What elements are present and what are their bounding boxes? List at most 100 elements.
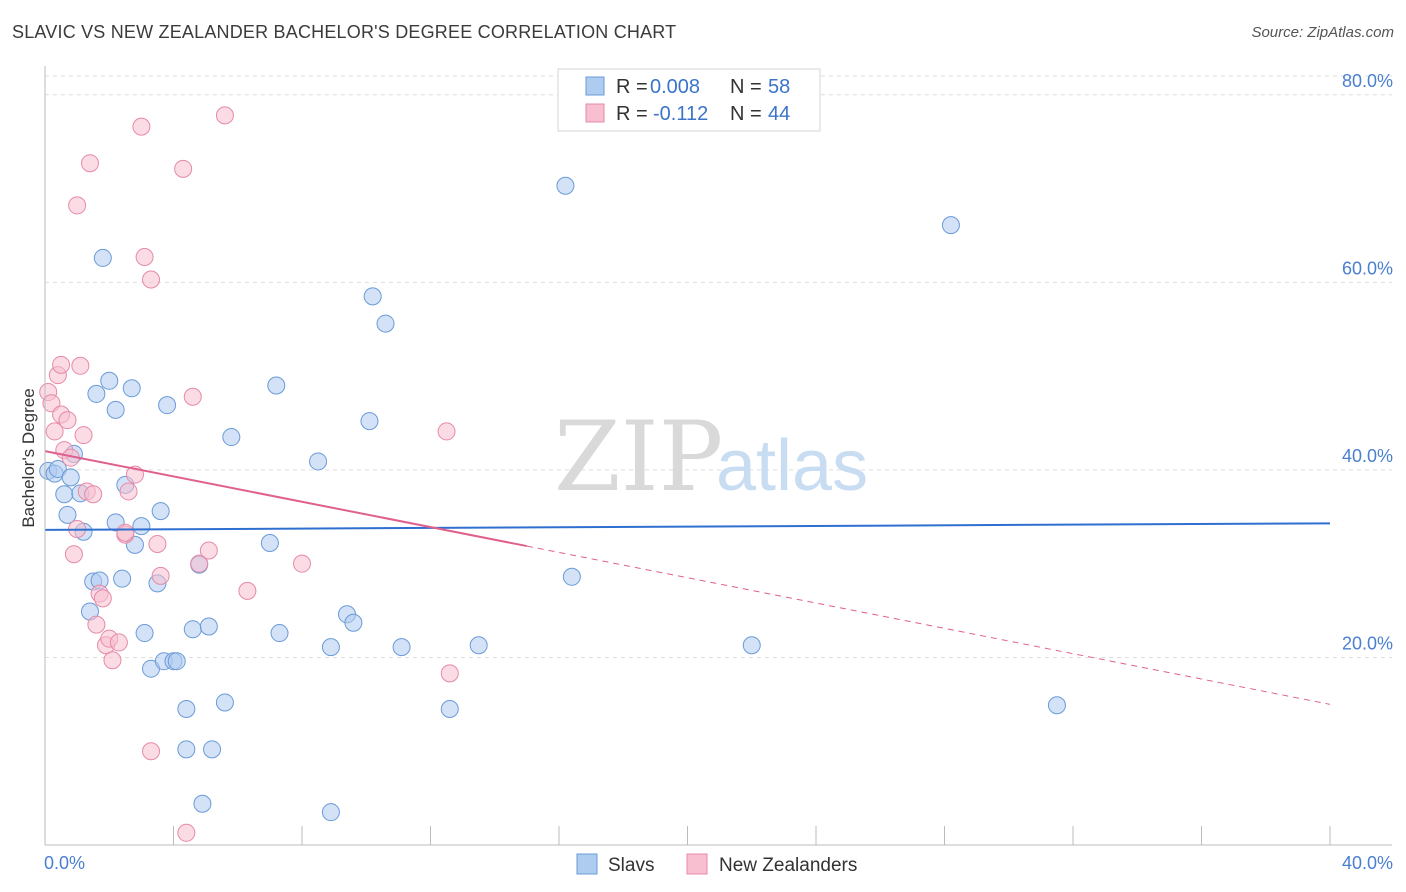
point-slavs	[360, 412, 379, 431]
watermark: ZIP atlas	[554, 401, 868, 513]
point-slavs	[87, 384, 106, 403]
point-slavs	[61, 468, 80, 487]
point-nz	[293, 554, 311, 573]
point-nz	[119, 482, 138, 501]
point-slavs	[113, 569, 132, 588]
chart-title: SLAVIC VS NEW ZEALANDER BACHELOR'S DEGRE…	[12, 22, 677, 42]
point-nz	[64, 545, 83, 564]
point-nz	[142, 742, 161, 761]
point-slavs	[177, 700, 196, 719]
legend-n-value-slavs: 58	[768, 76, 790, 98]
legend-swatch-slavs	[585, 76, 605, 96]
x-tick-label: 40.0%	[1342, 853, 1393, 873]
point-nz	[215, 106, 234, 125]
point-slavs	[562, 567, 581, 586]
trend-line-extension-nz	[526, 545, 1331, 705]
point-slavs	[48, 459, 67, 478]
point-slavs	[106, 400, 125, 419]
point-nz	[238, 581, 257, 600]
y-tick-label: 80.0%	[1342, 71, 1393, 91]
point-nz	[174, 159, 193, 178]
point-slavs	[941, 216, 960, 235]
legend-r-value-nz: -0.112	[653, 103, 708, 125]
point-slavs	[267, 376, 286, 395]
bottom-legend-nz: New Zealanders	[719, 855, 857, 876]
point-nz	[151, 566, 170, 585]
point-nz	[440, 664, 459, 683]
point-nz	[132, 117, 151, 136]
bottom-legend-swatch-slavs	[576, 853, 598, 875]
legend-n-value-nz: 44	[768, 103, 790, 125]
point-slavs	[260, 534, 279, 553]
point-slavs	[100, 371, 119, 390]
trend-layer	[44, 450, 1331, 705]
point-slavs	[199, 617, 218, 636]
point-slavs	[122, 379, 141, 398]
point-slavs	[376, 314, 395, 333]
point-nz	[84, 485, 103, 504]
point-slavs	[177, 740, 196, 759]
point-nz	[116, 523, 135, 542]
point-slavs	[58, 505, 77, 524]
point-slavs	[158, 396, 177, 415]
point-nz	[52, 355, 71, 374]
point-nz	[80, 154, 99, 173]
point-slavs	[363, 287, 382, 306]
point-nz	[74, 426, 93, 445]
point-slavs	[167, 652, 186, 671]
point-nz	[199, 541, 218, 560]
point-slavs	[183, 620, 202, 639]
grid-layer	[45, 75, 1392, 658]
point-nz	[93, 589, 112, 608]
source-credit: Source: ZipAtlas.com	[1251, 24, 1394, 41]
point-slavs	[55, 485, 74, 504]
point-slavs	[392, 638, 411, 657]
point-slavs	[215, 693, 234, 712]
y-axis-label: Bachelor's Degree	[19, 388, 38, 527]
legend-box: R = 0.008 N = 58 R = -0.112 N = 44	[557, 68, 821, 132]
legend-r-label-nz: R =	[616, 103, 648, 125]
point-nz	[103, 651, 122, 670]
point-slavs	[344, 613, 363, 632]
legend-r-value-slavs: 0.008	[650, 76, 700, 98]
y-tick-label: 60.0%	[1342, 258, 1393, 278]
bottom-legend-slavs: Slavs	[608, 855, 654, 876]
point-nz	[148, 534, 167, 553]
watermark-atlas: atlas	[716, 426, 868, 506]
point-slavs	[556, 176, 575, 195]
point-nz	[87, 615, 106, 634]
point-slavs	[132, 517, 151, 536]
point-slavs	[151, 502, 170, 521]
point-nz	[437, 422, 456, 441]
legend-n-label-nz: N =	[730, 103, 762, 125]
point-nz	[142, 270, 161, 289]
point-slavs	[203, 740, 222, 759]
y-tick-label: 40.0%	[1342, 446, 1393, 466]
trend-line-nz	[44, 450, 528, 548]
point-nz	[71, 356, 90, 375]
points-layer	[39, 106, 1066, 842]
point-slavs	[93, 248, 112, 267]
legend-n-label-slavs: N =	[730, 76, 762, 98]
point-slavs	[440, 700, 459, 719]
legend-swatch-nz	[585, 103, 605, 123]
watermark-zip: ZIP	[554, 401, 723, 513]
axis-layer: 20.0% 40.0% 60.0% 80.0% 0.0% 40.0%	[44, 66, 1393, 873]
point-slavs	[309, 452, 328, 471]
point-slavs	[321, 638, 340, 657]
bottom-legend-swatch-nz	[686, 853, 708, 875]
point-nz	[68, 196, 87, 215]
point-nz	[45, 422, 64, 441]
point-slavs	[270, 624, 289, 643]
point-slavs	[1047, 696, 1066, 715]
point-nz	[183, 387, 202, 406]
point-nz	[58, 411, 77, 430]
point-nz	[109, 633, 128, 652]
point-nz	[177, 823, 196, 842]
point-slavs	[222, 428, 241, 447]
point-slavs	[193, 794, 212, 813]
point-slavs	[742, 636, 761, 655]
point-slavs	[469, 636, 488, 655]
point-slavs	[135, 624, 154, 643]
